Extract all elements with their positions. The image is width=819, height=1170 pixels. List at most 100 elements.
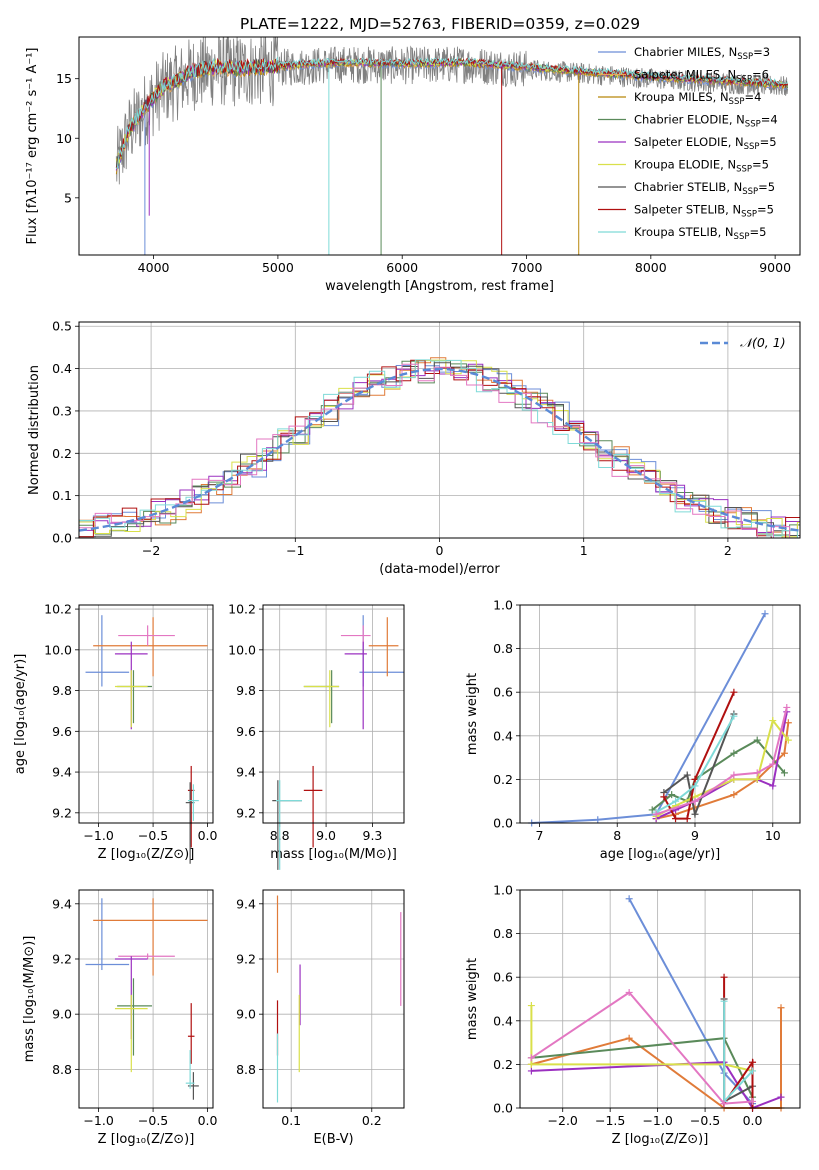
- x-tick-label: 6000: [386, 260, 418, 275]
- errorbar-point: [303, 670, 340, 724]
- y-tick-label: 9.0: [236, 1007, 256, 1022]
- legend-subscript: SSP: [741, 210, 757, 220]
- y-tick-label: 0.1: [52, 488, 72, 503]
- age-vs-metallicity-x-axis-label: Z [log₁₀(Z/Z⊙)]: [98, 847, 195, 862]
- mass-weight-marker: [691, 797, 699, 805]
- errorbar-point: [187, 1003, 195, 1064]
- x-tick-label: −1.0: [83, 828, 113, 843]
- figure-title: PLATE=1222, MJD=52763, FIBERID=0359, z=0…: [240, 15, 640, 33]
- mass-weight-marker: [761, 610, 769, 618]
- x-tick-label: −2: [142, 543, 160, 558]
- spectrum-x-axis-label: wavelength [Angstrom, rest frame]: [325, 279, 554, 294]
- y-tick-label: 9.4: [236, 896, 256, 911]
- x-tick-label: 8: [613, 828, 621, 843]
- mass-weight-series: [527, 988, 757, 1108]
- legend-entry: Salpeter STELIB, NSSP=5: [634, 203, 774, 220]
- x-tick-label: 0.0: [198, 1113, 218, 1128]
- legend-subscript: SSP: [736, 75, 752, 85]
- observed-spectrum-line: [115, 37, 788, 185]
- mass-weight-series: [652, 717, 792, 820]
- mass-weight-marker: [691, 782, 699, 790]
- y-tick-label: 9.4: [236, 765, 256, 780]
- errorbar-point: [185, 1050, 195, 1089]
- y-tick-label: 9.6: [52, 724, 72, 739]
- mass-weight-line: [655, 715, 735, 813]
- errorbar-point: [118, 953, 175, 959]
- legend-label: 𝒩(0, 1): [740, 335, 786, 350]
- y-tick-label: 0.8: [493, 641, 513, 656]
- legend-entry: Salpeter ELODIE, NSSP=5: [634, 135, 777, 152]
- y-tick-label: 9.6: [236, 724, 256, 739]
- errorbar-point: [117, 978, 152, 1056]
- mass-weight-marker: [753, 736, 761, 744]
- y-tick-label: 9.2: [52, 805, 72, 820]
- errorbar-point: [275, 780, 302, 870]
- y-tick-label: 0.2: [493, 772, 513, 787]
- y-tick-label: 0.0: [493, 1101, 513, 1116]
- errorbar-point: [344, 641, 367, 730]
- mass-weight-line: [530, 991, 753, 1105]
- legend-label: Salpeter MILES, N: [634, 68, 736, 82]
- x-tick-label: 10: [765, 828, 781, 843]
- residuals-plot-area: [78, 357, 801, 539]
- y-tick-label: 8.8: [52, 1062, 72, 1077]
- age-vs-metallicity-y-axis-label: age [log₁₀(age/yr)]: [13, 654, 28, 775]
- y-tick-label: 1.0: [493, 598, 513, 613]
- chart-panels: 4000 5000 6000 7000 8000 900051015wavelength …: [13, 36, 801, 1147]
- mass-weight-vs-age-frame: [519, 604, 801, 824]
- legend-count: =5: [757, 203, 774, 217]
- errorbar-point: [359, 615, 404, 687]
- legend-count: =5: [752, 158, 769, 172]
- mass-weight-marker: [769, 782, 777, 790]
- errorbar-point: [340, 625, 371, 646]
- mass-weight-marker: [749, 1058, 757, 1066]
- mass-vs-ebv-frame: [262, 889, 405, 1109]
- x-tick-label: −1: [286, 543, 304, 558]
- mass-vs-ebv-plot-area: [276, 895, 402, 1103]
- legend-label: Salpeter ELODIE, N: [634, 135, 744, 149]
- mass-weight-line: [530, 1005, 753, 1072]
- mass-weight-marker: [625, 988, 633, 996]
- mass-weight-marker: [672, 815, 680, 823]
- mass-weight-marker: [730, 712, 738, 720]
- errorbar-point: [93, 898, 208, 976]
- legend-count: =4: [761, 113, 778, 127]
- legend-entry: Chabrier ELODIE, NSSP=4: [634, 113, 778, 130]
- x-tick-label: 1: [580, 543, 588, 558]
- y-tick-label: 0.4: [52, 361, 72, 376]
- y-tick-label: 9.2: [236, 951, 256, 966]
- age-vs-mass-frame: [262, 604, 405, 824]
- mass-weight-marker: [668, 791, 676, 799]
- legend-count: =3: [753, 45, 770, 59]
- mass-weight-marker: [780, 749, 788, 757]
- errorbar-point: [85, 615, 130, 687]
- x-tick-label: 9: [691, 828, 699, 843]
- x-tick-label: 0: [436, 543, 444, 558]
- residuals-panel: −2 −1 0 1 2 0.0 0.1 0.2 0.3 0.4 0.5 (data-model)/er…: [27, 319, 801, 577]
- y-tick-label: 9.8: [52, 683, 72, 698]
- x-tick-label: 9.0: [316, 828, 336, 843]
- age-vs-metallicity-plot-area: [85, 615, 208, 864]
- legend-label: Chabrier ELODIE, N: [634, 113, 745, 127]
- x-tick-label: −0.5: [138, 1113, 168, 1128]
- legend-subscript: SSP: [742, 187, 758, 197]
- x-tick-label: 7000: [511, 260, 543, 275]
- mass-weight-marker: [648, 806, 656, 814]
- errorbar-point: [368, 617, 399, 677]
- mass-vs-metallicity-plot-area: [85, 898, 208, 1100]
- legend-label: Kroupa ELODIE, N: [634, 158, 736, 172]
- mass-weight-vs-metallicity-plot-area: [527, 895, 785, 1112]
- mass-weight-line: [531, 1037, 754, 1098]
- y-tick-label: 0.0: [52, 531, 72, 546]
- y-tick-label: 0.2: [52, 446, 72, 461]
- residuals-frame: [78, 321, 801, 539]
- mass-weight-marker: [594, 816, 602, 824]
- spectrum-panel: 4000 5000 6000 7000 8000 9000 5 10 15 wavelength …: [25, 36, 801, 294]
- mass-weight-marker: [730, 749, 738, 757]
- mass-weight-series: [625, 895, 757, 1108]
- mass-weight-marker: [749, 1097, 757, 1105]
- mass-vs-ebv-panel: 0.1 0.2 8.8 9.0 9.2 9.4 E(B-V): [236, 889, 405, 1147]
- legend-count: =5: [749, 225, 766, 239]
- y-tick-label: 9.4: [52, 765, 72, 780]
- mass-weight-marker: [784, 736, 792, 744]
